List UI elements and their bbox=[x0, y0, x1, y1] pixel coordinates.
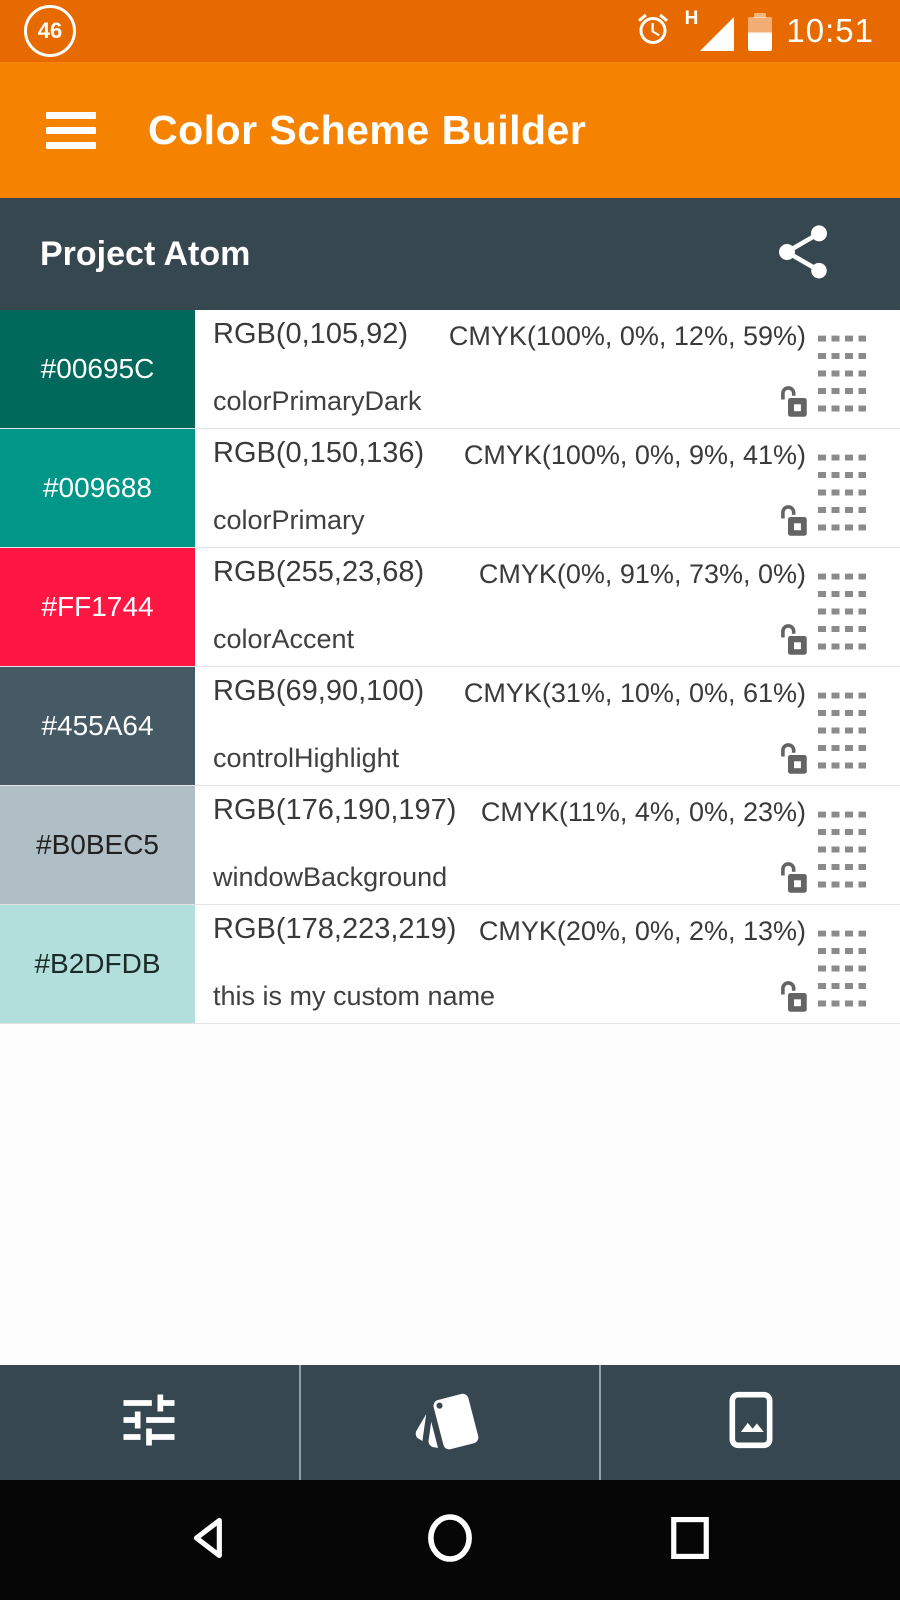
cmyk-value: CMYK(11%, 4%, 0%, 23%) bbox=[480, 797, 806, 827]
color-row-details: RGB(178,223,219) CMYK(20%, 0%, 2%, 13%) … bbox=[195, 905, 900, 1023]
color-row-details: RGB(0,105,92) CMYK(100%, 0%, 12%, 59%) c… bbox=[195, 310, 900, 428]
cmyk-value: CMYK(20%, 0%, 2%, 13%) bbox=[478, 916, 806, 946]
adjust-colors-button[interactable] bbox=[0, 1365, 299, 1480]
color-row-details: RGB(69,90,100) CMYK(31%, 10%, 0%, 61%) c… bbox=[195, 667, 900, 785]
color-swatch[interactable]: #009688 bbox=[0, 429, 195, 547]
recents-icon bbox=[664, 1510, 716, 1571]
app-bar: Color Scheme Builder bbox=[0, 62, 900, 198]
status-bar: 46 H 10:51 bbox=[0, 0, 900, 62]
image-preview-button[interactable] bbox=[599, 1365, 900, 1480]
cmyk-value: CMYK(31%, 10%, 0%, 61%) bbox=[463, 678, 806, 708]
color-row[interactable]: #00695C RGB(0,105,92) CMYK(100%, 0%, 12%… bbox=[0, 310, 900, 429]
home-icon bbox=[422, 1510, 478, 1571]
rgb-value: RGB(178,223,219) bbox=[213, 913, 457, 945]
alarm-icon bbox=[635, 11, 671, 52]
hamburger-menu-icon[interactable] bbox=[46, 111, 96, 149]
color-row[interactable]: #FF1744 RGB(255,23,68) CMYK(0%, 91%, 73%… bbox=[0, 548, 900, 667]
hex-label: #B0BEC5 bbox=[36, 829, 159, 860]
drag-handle-icon[interactable] bbox=[818, 811, 866, 888]
swatches-button[interactable] bbox=[298, 1365, 600, 1480]
bottom-toolbar bbox=[0, 1365, 900, 1480]
color-name: colorPrimary bbox=[213, 505, 365, 535]
color-row-details: RGB(0,150,136) CMYK(100%, 0%, 9%, 41%) c… bbox=[195, 429, 900, 547]
recents-button[interactable] bbox=[650, 1500, 730, 1580]
project-header: Project Atom bbox=[0, 198, 900, 310]
notification-badge: 46 bbox=[24, 5, 76, 57]
signal-icon: H bbox=[684, 7, 735, 51]
drag-handle-icon[interactable] bbox=[818, 454, 866, 531]
color-swatch[interactable]: #455A64 bbox=[0, 667, 195, 785]
color-swatch[interactable]: #FF1744 bbox=[0, 548, 195, 666]
color-row[interactable]: #B0BEC5 RGB(176,190,197) CMYK(11%, 4%, 0… bbox=[0, 786, 900, 905]
rgb-value: RGB(255,23,68) bbox=[213, 556, 425, 588]
color-row[interactable]: #B2DFDB RGB(178,223,219) CMYK(20%, 0%, 2… bbox=[0, 905, 900, 1024]
unlock-icon[interactable] bbox=[776, 977, 812, 1015]
color-name: colorPrimaryDark bbox=[213, 386, 422, 416]
rgb-value: RGB(0,150,136) bbox=[213, 437, 425, 469]
drag-handle-icon[interactable] bbox=[818, 692, 866, 769]
rgb-value: RGB(69,90,100) bbox=[213, 675, 425, 707]
app-title: Color Scheme Builder bbox=[148, 106, 587, 153]
hex-label: #00695C bbox=[40, 353, 155, 384]
network-type-label: H bbox=[684, 7, 699, 29]
hex-label: #009688 bbox=[42, 472, 152, 503]
cmyk-value: CMYK(0%, 91%, 73%, 0%) bbox=[478, 559, 806, 589]
home-button[interactable] bbox=[410, 1500, 490, 1580]
image-icon bbox=[719, 1388, 783, 1457]
color-list: #00695C RGB(0,105,92) CMYK(100%, 0%, 12%… bbox=[0, 310, 900, 1024]
color-row-details: RGB(255,23,68) CMYK(0%, 91%, 73%, 0%) co… bbox=[195, 548, 900, 666]
cmyk-value: CMYK(100%, 0%, 9%, 41%) bbox=[463, 440, 806, 470]
share-icon bbox=[771, 220, 835, 289]
back-icon bbox=[182, 1510, 238, 1571]
swatches-icon bbox=[414, 1384, 486, 1461]
unlock-icon[interactable] bbox=[776, 739, 812, 777]
hex-label: #455A64 bbox=[41, 710, 154, 741]
drag-handle-icon[interactable] bbox=[818, 573, 866, 650]
unlock-icon[interactable] bbox=[776, 382, 812, 420]
color-name: this is my custom name bbox=[213, 981, 496, 1011]
color-swatch[interactable]: #00695C bbox=[0, 310, 195, 428]
rgb-value: RGB(176,190,197) bbox=[213, 794, 457, 826]
unlock-icon[interactable] bbox=[776, 620, 812, 658]
drag-handle-icon[interactable] bbox=[818, 335, 866, 412]
list-background bbox=[0, 1024, 900, 1365]
color-swatch[interactable]: #B2DFDB bbox=[0, 905, 195, 1023]
navigation-bar bbox=[0, 1480, 900, 1600]
color-name: controlHighlight bbox=[213, 743, 400, 773]
back-button[interactable] bbox=[170, 1500, 250, 1580]
hex-label: #B2DFDB bbox=[34, 948, 161, 979]
drag-handle-icon[interactable] bbox=[818, 930, 866, 1007]
unlock-icon[interactable] bbox=[776, 858, 812, 896]
unlock-icon[interactable] bbox=[776, 501, 812, 539]
status-clock: 10:51 bbox=[786, 12, 874, 49]
color-name: windowBackground bbox=[213, 862, 448, 892]
tune-icon bbox=[115, 1386, 183, 1459]
project-title: Project Atom bbox=[40, 234, 251, 273]
cmyk-value: CMYK(100%, 0%, 12%, 59%) bbox=[448, 321, 806, 351]
battery-icon bbox=[748, 13, 773, 51]
rgb-value: RGB(0,105,92) bbox=[213, 318, 409, 350]
share-button[interactable] bbox=[768, 219, 838, 289]
color-row[interactable]: #455A64 RGB(69,90,100) CMYK(31%, 10%, 0%… bbox=[0, 667, 900, 786]
notification-count: 46 bbox=[37, 18, 63, 43]
hex-label: #FF1744 bbox=[41, 591, 154, 622]
color-name: colorAccent bbox=[213, 624, 355, 654]
color-swatch[interactable]: #B0BEC5 bbox=[0, 786, 195, 904]
color-row[interactable]: #009688 RGB(0,150,136) CMYK(100%, 0%, 9%… bbox=[0, 429, 900, 548]
color-row-details: RGB(176,190,197) CMYK(11%, 4%, 0%, 23%) … bbox=[195, 786, 900, 904]
